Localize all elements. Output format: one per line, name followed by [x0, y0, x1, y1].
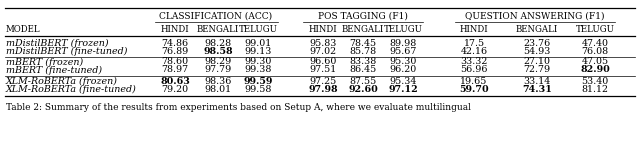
Text: 82.90: 82.90 [580, 66, 610, 74]
Text: 33.32: 33.32 [460, 58, 488, 66]
Text: 74.86: 74.86 [161, 38, 189, 48]
Text: 47.40: 47.40 [582, 38, 609, 48]
Text: 86.45: 86.45 [349, 66, 376, 74]
Text: 33.14: 33.14 [524, 76, 550, 86]
Text: TELUGU: TELUGU [575, 25, 614, 35]
Text: 59.70: 59.70 [459, 84, 489, 94]
Text: 97.25: 97.25 [309, 76, 337, 86]
Text: 97.98: 97.98 [308, 84, 338, 94]
Text: 19.65: 19.65 [460, 76, 488, 86]
Text: 98.28: 98.28 [204, 38, 232, 48]
Text: 99.13: 99.13 [244, 46, 272, 55]
Text: XLM-RoBERTa (frozen): XLM-RoBERTa (frozen) [6, 76, 118, 86]
Text: 76.08: 76.08 [581, 46, 609, 55]
Text: 95.34: 95.34 [389, 76, 417, 86]
Text: 99.01: 99.01 [244, 38, 271, 48]
Text: HINDI: HINDI [308, 25, 337, 35]
Text: 98.36: 98.36 [204, 76, 232, 86]
Text: 47.05: 47.05 [581, 58, 609, 66]
Text: TELUGU: TELUGU [383, 25, 422, 35]
Text: 23.76: 23.76 [524, 38, 550, 48]
Text: 97.79: 97.79 [204, 66, 232, 74]
Text: 72.79: 72.79 [524, 66, 550, 74]
Text: 81.12: 81.12 [582, 84, 609, 94]
Text: 95.83: 95.83 [309, 38, 337, 48]
Text: 83.38: 83.38 [349, 58, 376, 66]
Text: CLASSIFICATION (ACC): CLASSIFICATION (ACC) [159, 11, 273, 21]
Text: 76.89: 76.89 [161, 46, 189, 55]
Text: BENGALI: BENGALI [342, 25, 384, 35]
Text: TELUGU: TELUGU [239, 25, 278, 35]
Text: Table 2: Summary of the results from experiments based on Setup A, where we eval: Table 2: Summary of the results from exp… [6, 103, 471, 112]
Text: 56.96: 56.96 [460, 66, 488, 74]
Text: 85.78: 85.78 [349, 46, 376, 55]
Text: POS TAGGING (F1): POS TAGGING (F1) [318, 11, 408, 21]
Text: 79.20: 79.20 [161, 84, 189, 94]
Text: 54.93: 54.93 [524, 46, 550, 55]
Text: 53.40: 53.40 [581, 76, 609, 86]
Text: 89.98: 89.98 [389, 38, 417, 48]
Text: 27.10: 27.10 [524, 58, 550, 66]
Text: HINDI: HINDI [161, 25, 189, 35]
Text: MODEL: MODEL [6, 25, 40, 35]
Text: 78.45: 78.45 [349, 38, 376, 48]
Text: 78.60: 78.60 [161, 58, 189, 66]
Text: 98.01: 98.01 [204, 84, 232, 94]
Text: 97.12: 97.12 [388, 84, 418, 94]
Text: 99.30: 99.30 [244, 58, 272, 66]
Text: XLM-RoBERTa (fine-tuned): XLM-RoBERTa (fine-tuned) [6, 84, 137, 94]
Text: 99.58: 99.58 [244, 84, 272, 94]
Text: 99.38: 99.38 [244, 66, 272, 74]
Text: 98.29: 98.29 [204, 58, 232, 66]
Text: 96.20: 96.20 [389, 66, 417, 74]
Text: 97.02: 97.02 [309, 46, 337, 55]
Text: QUESTION ANSWERING (F1): QUESTION ANSWERING (F1) [465, 11, 605, 21]
Text: 95.67: 95.67 [389, 46, 417, 55]
Text: 17.5: 17.5 [463, 38, 484, 48]
Text: 96.60: 96.60 [309, 58, 337, 66]
Text: BENGALI: BENGALI [516, 25, 558, 35]
Text: mBERT (fine-tuned): mBERT (fine-tuned) [6, 65, 102, 74]
Text: HINDI: HINDI [460, 25, 488, 35]
Text: 99.59: 99.59 [243, 76, 273, 86]
Text: 98.58: 98.58 [203, 46, 233, 55]
Text: 95.30: 95.30 [389, 58, 417, 66]
Text: mBERT (frozen): mBERT (frozen) [6, 57, 83, 67]
Text: BENGALI: BENGALI [197, 25, 239, 35]
Text: 92.60: 92.60 [348, 84, 378, 94]
Text: mDistilBERT (fine-tuned): mDistilBERT (fine-tuned) [6, 46, 127, 56]
Text: 42.16: 42.16 [460, 46, 488, 55]
Text: 74.31: 74.31 [522, 84, 552, 94]
Text: 97.51: 97.51 [309, 66, 337, 74]
Text: 87.55: 87.55 [349, 76, 376, 86]
Text: 80.63: 80.63 [160, 76, 190, 86]
Text: 78.97: 78.97 [161, 66, 189, 74]
Text: mDistilBERT (frozen): mDistilBERT (frozen) [6, 38, 109, 48]
